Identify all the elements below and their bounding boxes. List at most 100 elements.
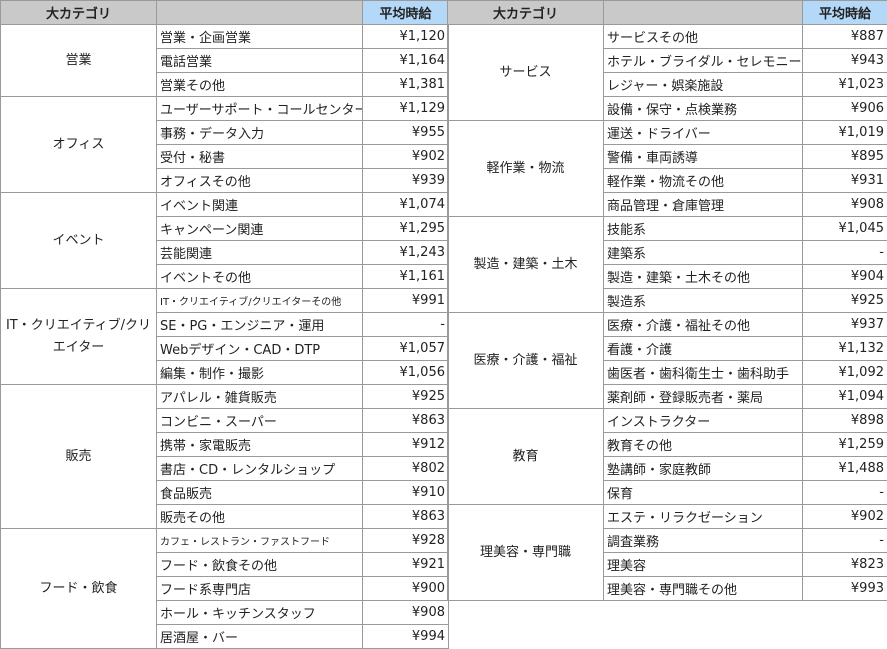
wage-table-left: 大カテゴリ 平均時給 営業 営業・企画営業 ¥1,120 電話営業 ¥1,164 営業その…	[0, 0, 449, 649]
hourly-wage-cell: ¥994	[362, 624, 449, 649]
hourly-wage-cell: ¥1,094	[802, 384, 887, 409]
table-row: IT・クリエイティブ/クリエイター IT・クリエイティブ/クリエイターその他 ¥99…	[0, 288, 449, 385]
hourly-wage-cell: ¥802	[362, 456, 449, 481]
table-row: 受付・秘書 ¥902	[1, 144, 449, 169]
table-row: 販売その他 ¥863	[1, 504, 449, 529]
job-type-cell: SE・PG・エンジニア・運用	[156, 312, 363, 337]
hourly-wage-cell: ¥1,243	[362, 240, 449, 265]
job-type-cell: 調査業務	[603, 528, 803, 553]
hourly-wage-cell: ¥931	[802, 168, 887, 193]
hourly-wage-cell: ¥937	[802, 312, 887, 337]
job-type-cell: IT・クリエイティブ/クリエイターその他	[156, 288, 363, 313]
category-cell: イベント	[0, 192, 157, 289]
category-cell: 医療・介護・福祉	[447, 312, 604, 409]
job-type-cell: 塾講師・家庭教師	[603, 456, 803, 481]
table-row: 医療・介護・福祉 医療・介護・福祉その他 ¥937	[447, 312, 887, 409]
hourly-wage-cell: ¥908	[802, 192, 887, 217]
table-row: SE・PG・エンジニア・運用 -	[1, 312, 449, 337]
hourly-wage-cell: ¥993	[802, 576, 887, 601]
hourly-wage-cell: ¥863	[362, 408, 449, 433]
hourly-wage-cell: ¥1,120	[362, 24, 449, 49]
hourly-wage-cell: ¥925	[802, 288, 887, 313]
table-row: キャンペーン関連 ¥1,295	[1, 216, 449, 241]
hourly-wage-cell: ¥902	[362, 144, 449, 169]
table-row: 教育 インストラクター ¥898	[447, 408, 887, 505]
hourly-wage-cell: ¥863	[362, 504, 449, 529]
hourly-wage-cell: ¥955	[362, 120, 449, 145]
table-row: 塾講師・家庭教師 ¥1,488	[448, 456, 887, 481]
table-row: フード系専門店 ¥900	[1, 576, 449, 601]
table-row: フード・飲食 カフェ・レストラン・ファストフード ¥928	[0, 528, 449, 649]
job-type-cell: ホテル・ブライダル・セレモニー	[603, 48, 803, 73]
job-type-cell: 書店・CD・レンタルショップ	[156, 456, 363, 481]
job-type-cell: ユーザーサポート・コールセンター	[156, 96, 363, 121]
category-cell: サービス	[447, 24, 604, 121]
table-row: 歯医者・歯科衛生士・歯科助手 ¥1,092	[448, 360, 887, 385]
hourly-wage-cell: -	[802, 240, 887, 265]
category-cell: IT・クリエイティブ/クリエイター	[0, 288, 157, 385]
hourly-wage-cell: ¥928	[362, 528, 449, 553]
hourly-wage-cell: ¥904	[802, 264, 887, 289]
hourly-wage-cell: ¥1,161	[362, 264, 449, 289]
job-type-cell: インストラクター	[603, 408, 803, 433]
hourly-wage-cell: ¥908	[362, 600, 449, 625]
job-type-cell: 居酒屋・バー	[156, 624, 363, 649]
job-type-cell: 販売その他	[156, 504, 363, 529]
table-row: 警備・車両誘導 ¥895	[448, 144, 887, 169]
hourly-wage-cell: ¥895	[802, 144, 887, 169]
job-type-cell: Webデザイン・CAD・DTP	[156, 336, 363, 361]
job-type-cell: コンビニ・スーパー	[156, 408, 363, 433]
job-type-cell: カフェ・レストラン・ファストフード	[156, 528, 363, 553]
wage-table-right: 大カテゴリ 平均時給 サービス サービスその他 ¥887 ホテル・ブライダル・セレモニ…	[447, 0, 887, 601]
job-type-cell: 商品管理・倉庫管理	[603, 192, 803, 217]
job-type-cell: エステ・リラクゼーション	[603, 504, 803, 529]
job-type-cell: イベントその他	[156, 264, 363, 289]
category-cell: 販売	[0, 384, 157, 529]
job-type-cell: 編集・制作・撮影	[156, 360, 363, 385]
hourly-wage-cell: ¥1,023	[802, 72, 887, 97]
hourly-wage-cell: ¥912	[362, 432, 449, 457]
table-row: オフィス ユーザーサポート・コールセンター ¥1,129	[0, 96, 449, 193]
hourly-wage-cell: ¥925	[362, 384, 449, 409]
category-header: 大カテゴリ	[447, 0, 604, 25]
job-type-cell: キャンペーン関連	[156, 216, 363, 241]
job-type-cell: 製造系	[603, 288, 803, 313]
table-row: 事務・データ入力 ¥955	[1, 120, 449, 145]
job-type-cell: 電話営業	[156, 48, 363, 73]
hourly-wage-cell: ¥991	[362, 288, 449, 313]
job-type-cell: 携帯・家電販売	[156, 432, 363, 457]
category-cell: 営業	[0, 24, 157, 97]
table-row: 製造系 ¥925	[448, 288, 887, 313]
category-header: 大カテゴリ	[0, 0, 157, 25]
hourly-wage-cell: ¥900	[362, 576, 449, 601]
table-row: 理美容 ¥823	[448, 552, 887, 577]
hourly-wage-cell: ¥1,129	[362, 96, 449, 121]
price-header: 平均時給	[362, 0, 449, 25]
table-row: 製造・建築・土木 技能系 ¥1,045	[447, 216, 887, 313]
hourly-wage-cell: ¥1,045	[802, 216, 887, 241]
hourly-wage-cell: -	[362, 312, 449, 337]
job-type-cell: 理美容	[603, 552, 803, 577]
table-row: サービス サービスその他 ¥887	[447, 24, 887, 121]
hourly-wage-cell: ¥906	[802, 96, 887, 121]
job-type-cell: 製造・建築・土木その他	[603, 264, 803, 289]
category-cell: フード・飲食	[0, 528, 157, 649]
table-row: 設備・保守・点検業務 ¥906	[448, 96, 887, 121]
table-row: 営業 営業・企画営業 ¥1,120	[0, 24, 449, 97]
category-cell: オフィス	[0, 96, 157, 193]
hourly-wage-cell: ¥1,259	[802, 432, 887, 457]
job-type-cell: 技能系	[603, 216, 803, 241]
job-type-cell: 食品販売	[156, 480, 363, 505]
table-row: 薬剤師・登録販売者・薬局 ¥1,094	[448, 384, 887, 409]
table-row: 理美容・専門職 エステ・リラクゼーション ¥902	[447, 504, 887, 601]
hourly-wage-cell: ¥823	[802, 552, 887, 577]
hourly-wage-cell: ¥910	[362, 480, 449, 505]
hourly-wage-cell: ¥1,074	[362, 192, 449, 217]
job-type-cell: 薬剤師・登録販売者・薬局	[603, 384, 803, 409]
job-type-cell: 営業その他	[156, 72, 363, 97]
job-type-cell: 設備・保守・点検業務	[603, 96, 803, 121]
hourly-wage-cell: ¥887	[802, 24, 887, 49]
job-type-cell: サービスその他	[603, 24, 803, 49]
job-type-cell: 看護・介護	[603, 336, 803, 361]
table-row: Webデザイン・CAD・DTP ¥1,057	[1, 336, 449, 361]
